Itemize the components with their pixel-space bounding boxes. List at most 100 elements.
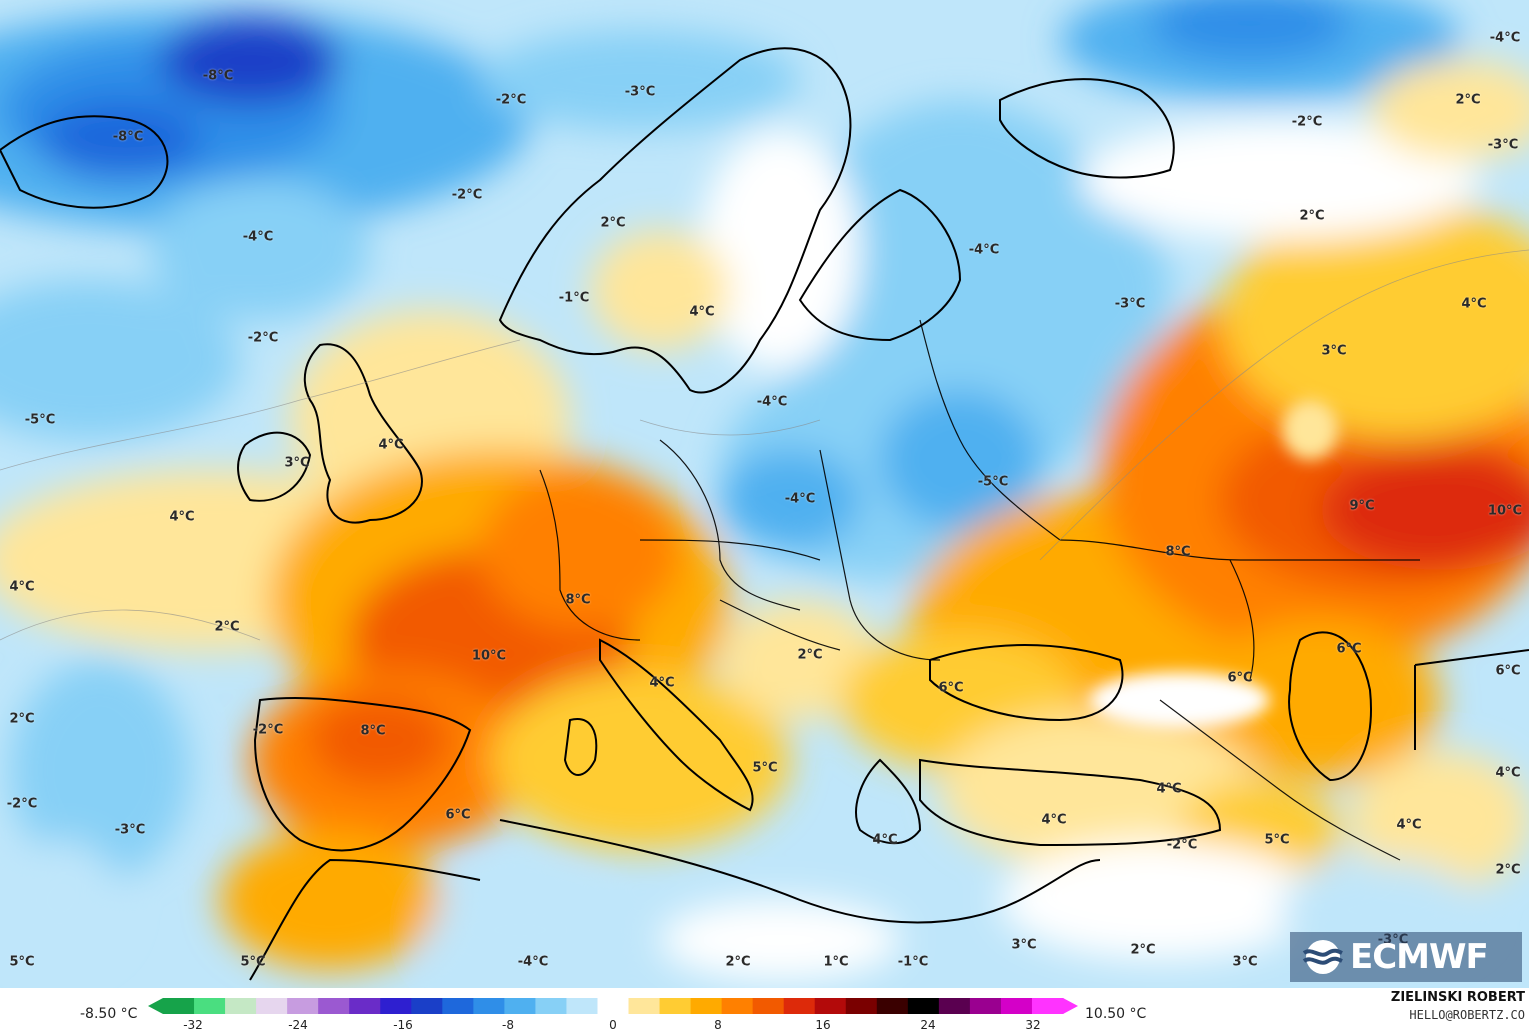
temperature-label: 5°C — [240, 954, 266, 970]
colorbar — [148, 998, 1078, 1014]
temperature-label: 4°C — [872, 832, 898, 848]
temperature-label: 2°C — [1299, 208, 1325, 224]
temperature-label: 4°C — [1461, 296, 1487, 312]
ecmwf-swirl-icon — [1302, 940, 1343, 974]
colorbar-tick-label: 0 — [609, 1018, 617, 1032]
colorbar-extend-high — [1063, 998, 1078, 1014]
temperature-label: 4°C — [689, 304, 715, 320]
colorbar-cell — [535, 998, 567, 1014]
temperature-label: 10°C — [471, 648, 507, 664]
temperature-label: 4°C — [9, 579, 35, 595]
temperature-field — [0, 0, 1529, 980]
colorbar-cell — [597, 998, 630, 1014]
temperature-label: 1°C — [823, 954, 849, 970]
colorbar-extend-low — [148, 998, 163, 1014]
colorbar-cell — [349, 998, 381, 1014]
temperature-label: -2°C — [1291, 114, 1323, 130]
temperature-label: -4°C — [968, 242, 1000, 258]
temperature-label: -1°C — [897, 954, 929, 970]
seas-field — [1090, 400, 1338, 728]
temperature-label: 4°C — [169, 509, 195, 525]
colorbar-cell — [814, 998, 847, 1014]
colorbar-tick-label: -16 — [393, 1018, 413, 1032]
temperature-label: 4°C — [1041, 812, 1067, 828]
ecmwf-logo-text: ECMWF — [1350, 937, 1489, 977]
colorbar-min-label: -8.50 °C — [80, 1006, 138, 1022]
temperature-label: 9°C — [1349, 498, 1375, 514]
colorbar-max-label: 10.50 °C — [1085, 1006, 1147, 1022]
temperature-label: 4°C — [378, 437, 404, 453]
colorbar-cell — [318, 998, 350, 1014]
temperature-label: -2°C — [252, 722, 284, 738]
temperature-label: -2°C — [451, 187, 483, 203]
temperature-label: -5°C — [24, 412, 56, 428]
colorbar-cell — [411, 998, 443, 1014]
temperature-label: -1°C — [558, 290, 590, 306]
temperature-label: 6°C — [445, 807, 471, 823]
colorbar-tick-label: 24 — [920, 1018, 936, 1032]
colorbar-cell — [969, 998, 1002, 1014]
temperature-label: 3°C — [1011, 937, 1037, 953]
colorbar-cell — [907, 998, 940, 1014]
temperature-label: 2°C — [9, 711, 35, 727]
temperature-label: 4°C — [1495, 765, 1521, 781]
temperature-label: -3°C — [1487, 137, 1519, 153]
colorbar-cell — [752, 998, 785, 1014]
author-name: ZIELINSKI ROBERT — [1390, 990, 1525, 1005]
temperature-label: -2°C — [6, 796, 38, 812]
temperature-label: 8°C — [360, 723, 386, 739]
temperature-label: 2°C — [1495, 862, 1521, 878]
temperature-label: -4°C — [1489, 30, 1521, 46]
temperature-label: 4°C — [1156, 781, 1182, 797]
isotherms — [0, 249, 1529, 641]
colorbar-cell — [442, 998, 474, 1014]
temperature-label: 8°C — [1165, 544, 1191, 560]
temperature-label: 6°C — [1336, 641, 1362, 657]
coastlines — [0, 47, 1529, 981]
colorbar-cell — [690, 998, 723, 1014]
ecmwf-logo: ECMWF — [1290, 932, 1522, 982]
temperature-label: 2°C — [797, 647, 823, 663]
colorbar-cell — [256, 998, 288, 1014]
colorbar-footer: -8.50 °C -32 -24 -16 -8 0 8 16 24 32 10.50 °C ZI… — [0, 988, 1529, 1035]
temperature-label: -2°C — [247, 330, 279, 346]
colorbar-cell — [504, 998, 536, 1014]
colorbar-cell — [1000, 998, 1033, 1014]
colorbar-cell — [721, 998, 754, 1014]
temperature-label: -4°C — [784, 491, 816, 507]
colorbar-cell — [783, 998, 816, 1014]
colorbar-cell — [194, 998, 226, 1014]
temperature-label: 2°C — [600, 215, 626, 231]
temperature-label: -8°C — [202, 68, 234, 84]
temperature-label: 4°C — [649, 675, 675, 691]
temperature-label: 5°C — [1264, 832, 1290, 848]
borders — [539, 319, 1420, 861]
colorbar-cell — [380, 998, 412, 1014]
temperature-label: 6°C — [1227, 670, 1253, 686]
colorbar-cell — [1031, 998, 1064, 1014]
temperature-label: 4°C — [1396, 817, 1422, 833]
temperature-label: 8°C — [565, 592, 591, 608]
colorbar-tick-label: -8 — [502, 1018, 514, 1032]
temperature-label: 2°C — [725, 954, 751, 970]
temperature-label: 2°C — [1455, 92, 1481, 108]
colorbar-tick-label: 8 — [714, 1018, 722, 1032]
colorbar-tick-label: 16 — [815, 1018, 831, 1032]
colorbar-cell — [628, 998, 661, 1014]
temperature-label: -4°C — [517, 954, 549, 970]
colorbar-tick-label: -32 — [183, 1018, 203, 1032]
colorbar-cell — [876, 998, 909, 1014]
colorbar-cell — [473, 998, 505, 1014]
temperature-label: 6°C — [938, 680, 964, 696]
colorbar-cell — [938, 998, 971, 1014]
temperature-label: -4°C — [756, 394, 788, 410]
temperature-label: -2°C — [495, 92, 527, 108]
temperature-label: 10°C — [1487, 503, 1523, 519]
temperature-label: -4°C — [242, 229, 274, 245]
colorbar-cell — [566, 998, 598, 1014]
temperature-label: 2°C — [1130, 942, 1156, 958]
temperature-label: -5°C — [977, 474, 1009, 490]
temperature-label: 3°C — [1232, 954, 1258, 970]
colorbar-cell — [845, 998, 878, 1014]
temperature-map: -8°C -8°C -2°C -3°C -2°C -4°C -2°C -5°C -1°C 2°C 4… — [0, 0, 1529, 988]
